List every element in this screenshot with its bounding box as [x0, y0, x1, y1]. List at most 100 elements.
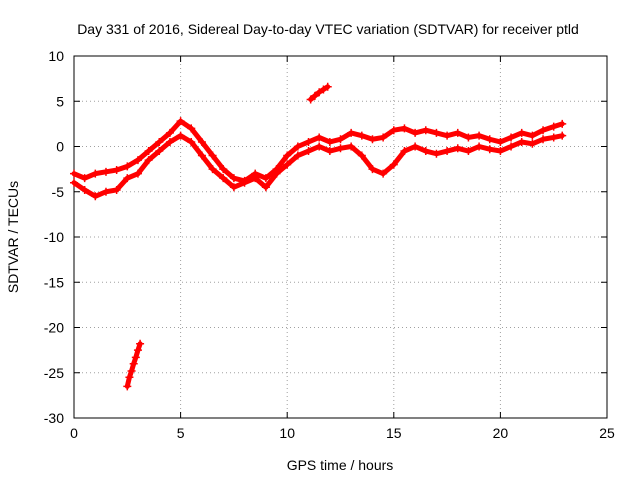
data-point [411, 128, 420, 137]
data-point [400, 147, 409, 156]
x-tick-label: 25 [599, 425, 615, 441]
data-point [91, 192, 100, 201]
data-point [123, 382, 132, 391]
data-point [347, 128, 356, 137]
data-point [80, 174, 89, 183]
data-point [133, 169, 142, 178]
data-point [197, 137, 206, 146]
data-point [368, 165, 377, 174]
data-point [432, 149, 441, 158]
data-point [70, 178, 78, 187]
data-point [357, 131, 366, 140]
data-point [208, 151, 217, 160]
y-tick-label: 10 [48, 48, 64, 64]
data-point [155, 147, 164, 156]
data-point [136, 339, 145, 348]
data-point [357, 151, 366, 160]
y-axis-title: SDTVAR / TECUs [5, 181, 21, 293]
data-point [251, 174, 260, 183]
data-point [549, 122, 558, 131]
y-tick-label: -25 [44, 365, 64, 381]
data-point [411, 142, 420, 151]
y-tick-label: -5 [52, 184, 65, 200]
data-point [496, 147, 505, 156]
data-point [144, 156, 153, 165]
data-point [389, 126, 398, 135]
data-point [485, 145, 494, 154]
data-point [315, 88, 324, 97]
data-point [336, 144, 345, 153]
data-point [528, 131, 537, 140]
data-point [517, 128, 526, 137]
data-point [123, 162, 132, 171]
chart-title: Day 331 of 2016, Sidereal Day-to-day VTE… [77, 21, 579, 37]
data-point [325, 147, 334, 156]
series-1 [70, 131, 567, 201]
data-point [127, 366, 136, 375]
data-point [310, 91, 319, 100]
data-point [432, 128, 441, 137]
data-point [464, 147, 473, 156]
data-point [129, 359, 138, 368]
data-point [347, 142, 356, 151]
data-point [475, 142, 484, 151]
y-tick-label: -30 [44, 410, 64, 426]
grid [74, 56, 607, 418]
data-point [272, 169, 281, 178]
data-point [229, 183, 238, 192]
data-point [558, 131, 567, 140]
data-point [261, 183, 270, 192]
data-point [240, 178, 249, 187]
data-point [80, 185, 89, 194]
data-point [453, 144, 462, 153]
data-point [539, 135, 548, 144]
data-point [315, 133, 324, 142]
data-point [101, 187, 110, 196]
data-point [133, 156, 142, 165]
data-point [315, 142, 324, 151]
data-point [443, 131, 452, 140]
data-point [187, 137, 196, 146]
x-axis-title: GPS time / hours [287, 457, 394, 473]
data-point [368, 135, 377, 144]
data-point [304, 147, 313, 156]
series-2 [306, 82, 332, 104]
x-tick-label: 10 [279, 425, 295, 441]
data-point [131, 353, 140, 362]
data-point [125, 373, 134, 382]
series-0 [70, 117, 567, 185]
data-point [453, 128, 462, 137]
data-point [112, 185, 121, 194]
data-point [336, 135, 345, 144]
series-layer [70, 82, 567, 391]
y-tick-label: 5 [56, 93, 64, 109]
data-point [379, 169, 388, 178]
y-tick-label: -20 [44, 320, 64, 336]
data-point [261, 174, 270, 183]
data-point [283, 151, 292, 160]
data-point [421, 126, 430, 135]
data-point [91, 169, 100, 178]
data-point [496, 137, 505, 146]
data-point [528, 139, 537, 148]
data-point [70, 169, 78, 178]
data-point [421, 147, 430, 156]
data-point [101, 167, 110, 176]
data-point [443, 147, 452, 156]
data-point [304, 137, 313, 146]
data-point [558, 119, 567, 128]
data-point [400, 124, 409, 133]
data-point [165, 137, 174, 146]
data-point [323, 82, 332, 91]
data-point [133, 346, 142, 355]
y-axis: -30 -25 -20 -15 -10 -5 0 5 10 [44, 48, 607, 426]
y-tick-label: -10 [44, 229, 64, 245]
data-point [165, 128, 174, 137]
data-point [293, 142, 302, 151]
data-point [219, 165, 228, 174]
x-axis: 0 5 10 15 20 25 [70, 56, 615, 441]
series-trace [71, 133, 565, 199]
data-point [485, 135, 494, 144]
data-point [306, 95, 315, 104]
